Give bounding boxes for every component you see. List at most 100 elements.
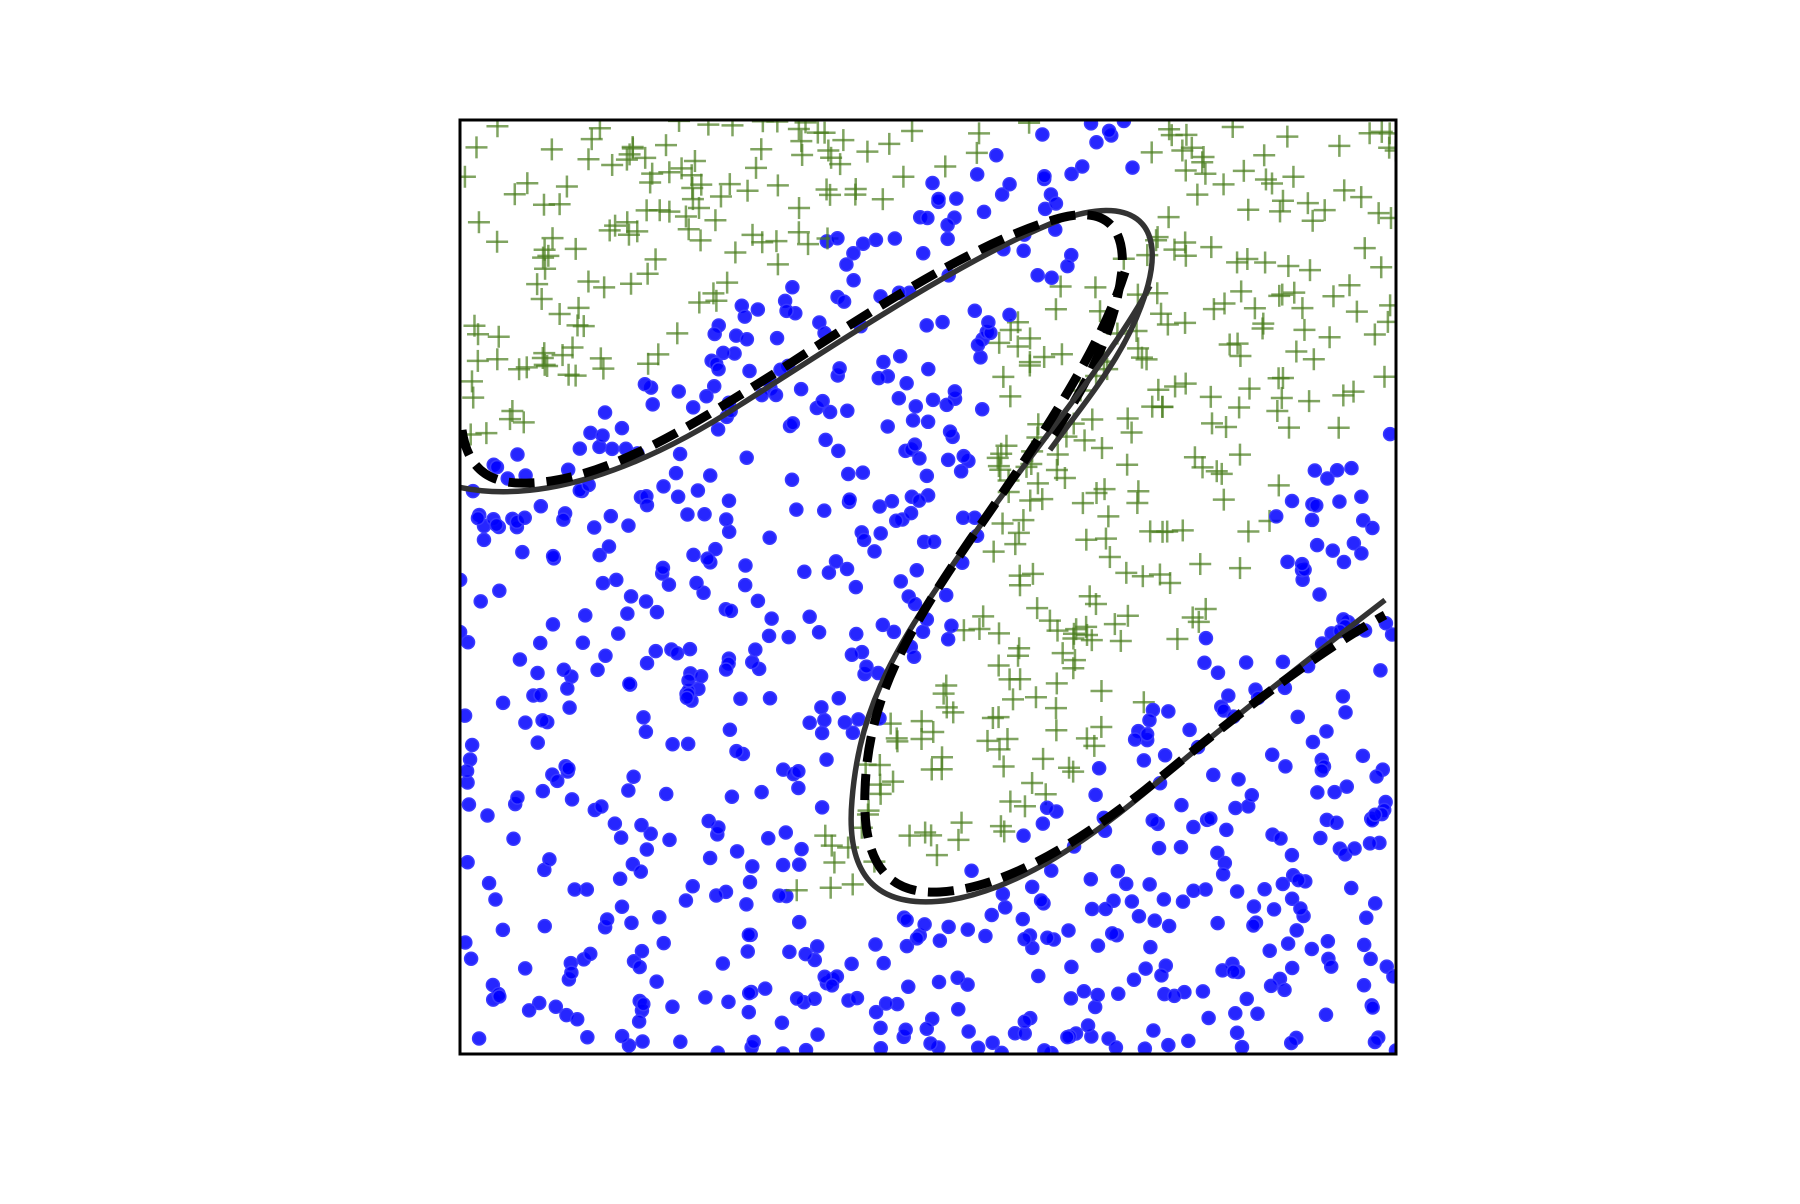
data-point-circle bbox=[737, 577, 753, 593]
data-point-circle bbox=[1318, 1007, 1334, 1022]
data-point-plus bbox=[709, 185, 732, 208]
data-point-plus bbox=[1191, 151, 1214, 174]
data-point-circle bbox=[955, 510, 971, 526]
data-point-circle bbox=[1319, 724, 1334, 739]
data-point-circle bbox=[791, 857, 807, 872]
data-point-plus bbox=[1008, 574, 1031, 597]
data-point-circle bbox=[976, 204, 992, 220]
data-point-circle bbox=[802, 715, 817, 731]
data-point-plus bbox=[1236, 248, 1259, 271]
data-point-circle bbox=[556, 512, 571, 527]
data-point-plus bbox=[531, 346, 554, 369]
data-point-circle bbox=[1043, 863, 1059, 878]
data-point-circle bbox=[817, 712, 832, 728]
data-point-plus bbox=[467, 323, 490, 346]
data-point-plus bbox=[788, 197, 811, 220]
data-point-plus bbox=[829, 153, 852, 176]
data-point-circle bbox=[1203, 811, 1218, 826]
data-point-circle bbox=[737, 309, 753, 324]
data-point-circle bbox=[1033, 893, 1049, 908]
data-point-plus bbox=[1075, 528, 1098, 551]
data-point-plus bbox=[534, 257, 557, 280]
data-point-plus bbox=[1019, 327, 1042, 350]
data-point-circle bbox=[1310, 785, 1325, 800]
data-point-circle bbox=[867, 544, 882, 559]
data-point-plus bbox=[1090, 437, 1113, 460]
data-point-circle bbox=[709, 888, 724, 903]
data-point-circle bbox=[961, 1024, 976, 1039]
data-point-circle bbox=[815, 393, 830, 409]
data-point-plus bbox=[1253, 144, 1276, 167]
data-point-plus bbox=[1050, 343, 1073, 366]
data-point-circle bbox=[680, 507, 695, 522]
data-point-circle bbox=[1329, 462, 1345, 478]
data-point-plus bbox=[1126, 492, 1149, 515]
data-point-plus bbox=[1251, 317, 1274, 340]
data-point-plus bbox=[934, 155, 957, 178]
data-point-plus bbox=[503, 183, 526, 206]
data-point-plus bbox=[564, 364, 587, 387]
data-point-plus bbox=[1120, 421, 1143, 444]
data-point-circle bbox=[1309, 498, 1324, 513]
data-point-plus bbox=[787, 221, 810, 244]
data-point-circle bbox=[1284, 891, 1300, 906]
data-point-circle bbox=[1091, 761, 1107, 776]
data-point-circle bbox=[1339, 779, 1355, 794]
data-point-circle bbox=[1048, 196, 1064, 211]
data-point-plus bbox=[947, 828, 970, 851]
data-point-circle bbox=[1136, 753, 1152, 768]
data-point-plus bbox=[683, 149, 706, 172]
data-point-plus bbox=[988, 622, 1011, 645]
data-point-circle bbox=[741, 1004, 757, 1020]
data-point-circle bbox=[851, 712, 866, 727]
data-point-circle bbox=[686, 547, 701, 563]
data-point-circle bbox=[665, 999, 680, 1014]
data-point-circle bbox=[715, 956, 731, 971]
data-point-circle bbox=[1246, 899, 1262, 914]
data-point-circle bbox=[708, 541, 723, 557]
data-point-circle bbox=[1044, 270, 1059, 286]
data-point-circle bbox=[906, 649, 922, 664]
data-point-circle bbox=[530, 665, 545, 681]
data-point-circle bbox=[831, 691, 847, 706]
data-point-circle bbox=[1015, 911, 1030, 927]
data-point-circle bbox=[1002, 177, 1017, 192]
data-point-circle bbox=[1343, 880, 1359, 896]
data-point-circle bbox=[638, 724, 654, 739]
data-point-circle bbox=[868, 937, 883, 952]
data-point-circle bbox=[698, 990, 713, 1005]
data-point-circle bbox=[723, 603, 739, 619]
data-point-plus bbox=[1261, 172, 1284, 195]
data-point-circle bbox=[604, 441, 620, 457]
data-point-plus bbox=[1038, 609, 1061, 632]
data-point-circle bbox=[739, 897, 754, 912]
data-point-plus bbox=[647, 343, 670, 366]
data-point-circle bbox=[772, 888, 787, 903]
data-point-circle bbox=[856, 532, 872, 548]
data-point-plus bbox=[641, 162, 664, 185]
data-point-plus bbox=[1175, 123, 1198, 146]
data-point-circle bbox=[967, 303, 983, 318]
data-point-circle bbox=[1108, 1040, 1124, 1054]
data-point-circle bbox=[1037, 169, 1052, 184]
data-point-circle bbox=[518, 715, 533, 730]
data-point-plus bbox=[690, 173, 713, 196]
data-point-circle bbox=[941, 919, 956, 935]
data-point-circle bbox=[612, 871, 628, 887]
data-point-plus bbox=[486, 348, 509, 371]
data-point-plus bbox=[931, 746, 954, 769]
data-point-circle bbox=[521, 1003, 537, 1018]
data-point-circle bbox=[1084, 901, 1100, 917]
data-point-circle bbox=[1367, 896, 1383, 911]
data-point-circle bbox=[643, 826, 658, 842]
data-point-circle bbox=[639, 842, 655, 857]
data-point-plus bbox=[592, 357, 615, 380]
data-point-circle bbox=[1173, 839, 1189, 855]
data-point-circle bbox=[738, 558, 753, 573]
data-point-plus bbox=[750, 138, 773, 161]
data-point-circle bbox=[537, 918, 552, 934]
data-point-circle bbox=[1016, 243, 1031, 259]
data-point-circle bbox=[1335, 689, 1351, 704]
data-point-circle bbox=[744, 654, 760, 670]
data-point-plus bbox=[1131, 565, 1154, 588]
